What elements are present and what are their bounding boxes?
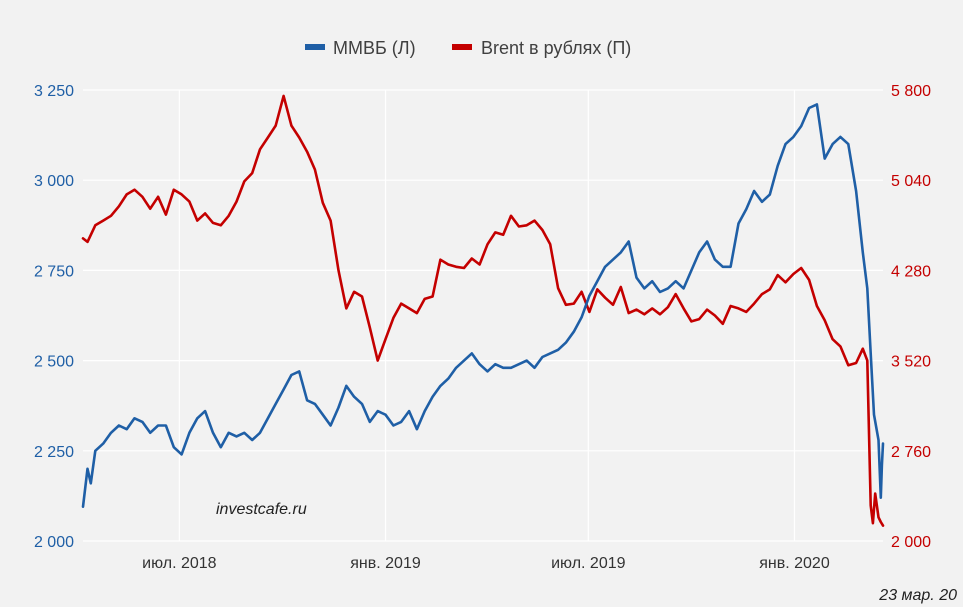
left-tick-label: 3 000 bbox=[34, 173, 74, 190]
legend: ММВБ (Л) Brent в рублях (П) bbox=[305, 38, 631, 58]
left-tick-label: 2 000 bbox=[34, 534, 74, 551]
grid bbox=[83, 89, 883, 542]
series-layer bbox=[81, 94, 885, 527]
left-tick-label: 2 750 bbox=[34, 263, 74, 280]
legend-label: ММВБ (Л) bbox=[333, 38, 416, 58]
x-tick-label: янв. 2020 bbox=[759, 555, 830, 572]
watermark: investcafe.ru bbox=[216, 501, 307, 518]
date-note: 23 мар. 20 bbox=[878, 587, 957, 604]
x-tick-label: июл. 2018 bbox=[142, 555, 217, 572]
right-tick-label: 4 280 bbox=[891, 263, 931, 280]
legend-item-mmvb: ММВБ (Л) bbox=[305, 38, 416, 58]
series-line-brent-rub bbox=[81, 94, 885, 527]
axes: 2 000 2 250 2 500 2 750 3 000 3 250 2 000 2 760… bbox=[34, 83, 931, 572]
legend-swatch bbox=[305, 44, 325, 50]
series-line-mmvb bbox=[81, 103, 885, 508]
right-tick-label: 5 800 bbox=[891, 83, 931, 100]
left-tick-label: 2 250 bbox=[34, 444, 74, 461]
x-tick-label: июл. 2019 bbox=[551, 555, 626, 572]
left-tick-label: 3 250 bbox=[34, 83, 74, 100]
left-tick-label: 2 500 bbox=[34, 354, 74, 371]
right-tick-label: 2 760 bbox=[891, 444, 931, 461]
right-tick-label: 3 520 bbox=[891, 354, 931, 371]
legend-item-brent-rub: Brent в рублях (П) bbox=[452, 38, 631, 58]
x-tick-label: янв. 2019 bbox=[350, 555, 421, 572]
legend-swatch bbox=[452, 44, 472, 50]
right-tick-label: 2 000 bbox=[891, 534, 931, 551]
right-tick-label: 5 040 bbox=[891, 173, 931, 190]
legend-label: Brent в рублях (П) bbox=[481, 38, 631, 58]
